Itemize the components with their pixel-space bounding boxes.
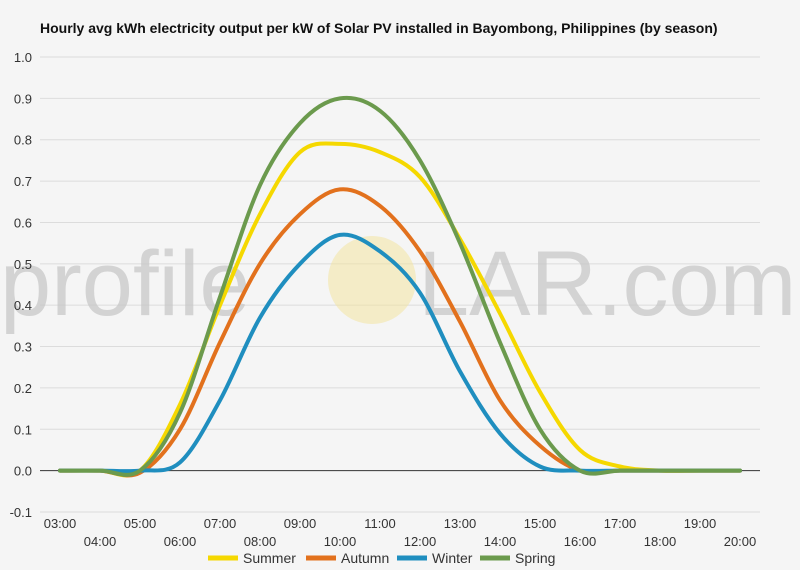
watermark-text-left: profile: [0, 233, 251, 335]
watermark-text-right: LAR.com: [418, 233, 796, 335]
y-tick-label: -0.1: [10, 505, 32, 520]
chart-title: Hourly avg kWh electricity output per kW…: [40, 20, 718, 36]
y-tick-label: 0.7: [14, 174, 32, 189]
x-tick-label: 13:00: [444, 516, 477, 531]
y-tick-label: 0.8: [14, 133, 32, 148]
x-tick-label: 18:00: [644, 534, 677, 549]
x-tick-label: 12:00: [404, 534, 437, 549]
legend-label-autumn: Autumn: [341, 550, 389, 566]
x-tick-label: 14:00: [484, 534, 517, 549]
x-tick-label: 11:00: [364, 516, 396, 531]
y-tick-label: 0.1: [14, 422, 32, 437]
series-line-spring: [58, 95, 742, 477]
legend-item-summer[interactable]: Summer: [208, 550, 296, 566]
x-tick-label: 17:00: [604, 516, 637, 531]
y-tick-label: 0.9: [14, 91, 32, 106]
legend-item-spring[interactable]: Spring: [480, 550, 555, 566]
watermark-sun-icon: [328, 236, 416, 324]
x-tick-label: 03:00: [44, 516, 77, 531]
x-tick-label: 16:00: [564, 534, 597, 549]
watermark: profile LAR.com: [0, 233, 796, 335]
series-layer: [58, 95, 742, 478]
legend-item-autumn[interactable]: Autumn: [306, 550, 389, 566]
axis-layer: 1.0 0.9 0.8 0.7 0.6 0.5 0.4 0.3 0.2 0.1 0.0 -0.1 03:…: [10, 50, 760, 549]
x-tick-label: 07:00: [204, 516, 237, 531]
x-tick-label: 05:00: [124, 516, 157, 531]
x-tick-label: 06:00: [164, 534, 197, 549]
legend-item-winter[interactable]: Winter: [397, 550, 473, 566]
grid-layer: [40, 56, 760, 513]
x-tick-label: 20:00: [724, 534, 757, 549]
y-tick-label: 0.2: [14, 381, 32, 396]
x-tick-label: 08:00: [244, 534, 277, 549]
legend-label-summer: Summer: [243, 550, 296, 566]
x-tick-label: 15:00: [524, 516, 557, 531]
x-tick-label: 10:00: [324, 534, 357, 549]
y-tick-label: 0.4: [14, 298, 32, 313]
y-tick-label: 0.3: [14, 340, 32, 355]
legend-label-spring: Spring: [515, 550, 555, 566]
y-tick-label: 1.0: [14, 50, 32, 65]
x-tick-label: 04:00: [84, 534, 117, 549]
legend: Summer Autumn Winter Spring: [208, 550, 555, 566]
x-tick-label: 09:00: [284, 516, 317, 531]
y-tick-label: 0.6: [14, 215, 32, 230]
y-tick-label: 0.5: [14, 257, 32, 272]
y-tick-label: 0.0: [14, 464, 32, 479]
x-tick-label: 19:00: [684, 516, 717, 531]
series-line-summer: [58, 141, 742, 478]
legend-label-winter: Winter: [432, 550, 473, 566]
